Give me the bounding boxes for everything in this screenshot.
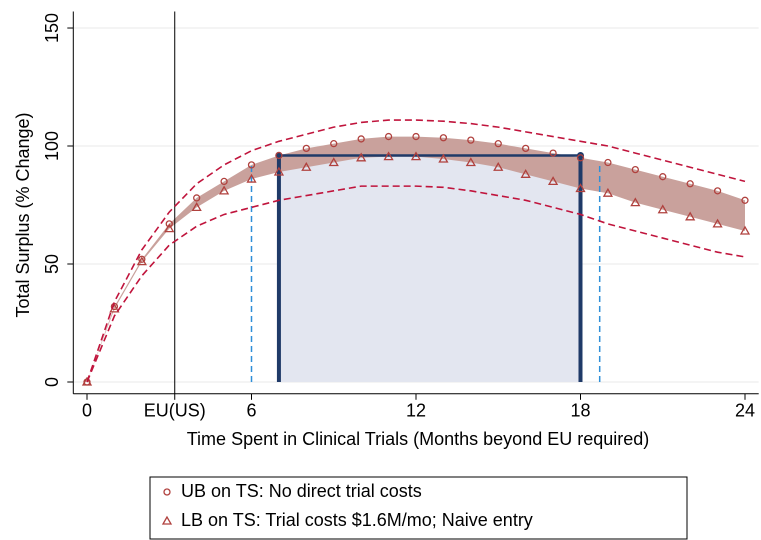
data-point (631, 165, 639, 174)
data-point (191, 202, 202, 212)
data-point (685, 211, 696, 221)
data-point (328, 157, 339, 167)
data-point (163, 488, 171, 496)
data-point (465, 157, 476, 167)
data-point (410, 151, 422, 161)
legend-label: UB on TS: No direct trial costs (181, 481, 422, 501)
data-point (547, 176, 559, 186)
data-point (383, 151, 394, 161)
data-point (384, 132, 393, 141)
y-tick-label: 0 (42, 377, 62, 387)
data-point (575, 183, 586, 193)
data-point (273, 166, 285, 176)
data-point (302, 144, 310, 153)
bound-line (86, 185, 746, 383)
x-tick-label: 24 (735, 401, 755, 421)
x-tick-label: 18 (570, 401, 590, 421)
data-point (136, 256, 147, 266)
data-point (602, 187, 614, 197)
data-point (164, 223, 175, 233)
window-region (278, 155, 581, 383)
data-point (549, 149, 557, 157)
x-tick-label: 12 (406, 401, 426, 421)
data-point (161, 515, 173, 525)
y-tick-label: 50 (42, 254, 62, 274)
y-tick-label: 100 (42, 131, 62, 161)
data-point (467, 136, 475, 144)
data-point (81, 376, 93, 386)
data-point (494, 140, 502, 148)
data-point (604, 158, 612, 167)
data-point (741, 196, 749, 204)
data-point (247, 161, 256, 169)
data-point (301, 161, 312, 171)
data-point (576, 154, 585, 162)
data-point (659, 173, 667, 181)
data-point (657, 204, 668, 214)
data-point (412, 132, 420, 141)
data-point (713, 187, 722, 195)
data-point (218, 185, 230, 195)
data-point (356, 152, 367, 162)
data-point (165, 220, 173, 228)
legend-box (149, 476, 688, 540)
data-point (246, 173, 257, 183)
data-point (138, 255, 146, 263)
legend-label: LB on TS: Trial costs $1.6M/mo; Naive en… (181, 510, 533, 530)
data-point (438, 153, 449, 163)
x-tick-label: EU(US) (144, 401, 206, 421)
data-point (275, 151, 283, 160)
data-point (686, 180, 694, 188)
y-tick-label: 150 (42, 13, 62, 43)
data-point (193, 194, 201, 202)
data-point (357, 135, 365, 143)
data-point (220, 177, 228, 186)
data-point (493, 161, 504, 171)
data-point (439, 134, 448, 142)
x-tick-label: 6 (246, 401, 256, 421)
data-point (520, 169, 531, 178)
data-point (630, 197, 641, 207)
x-tick-label: 0 (82, 401, 92, 421)
y-axis-title: Total Surplus (% Change) (13, 112, 33, 317)
data-point (330, 140, 338, 148)
x-axis-title: Time Spent in Clinical Trials (Months be… (187, 429, 650, 449)
data-point (522, 144, 530, 153)
data-point (739, 225, 751, 235)
data-point (712, 218, 723, 228)
bound-line (86, 119, 746, 383)
